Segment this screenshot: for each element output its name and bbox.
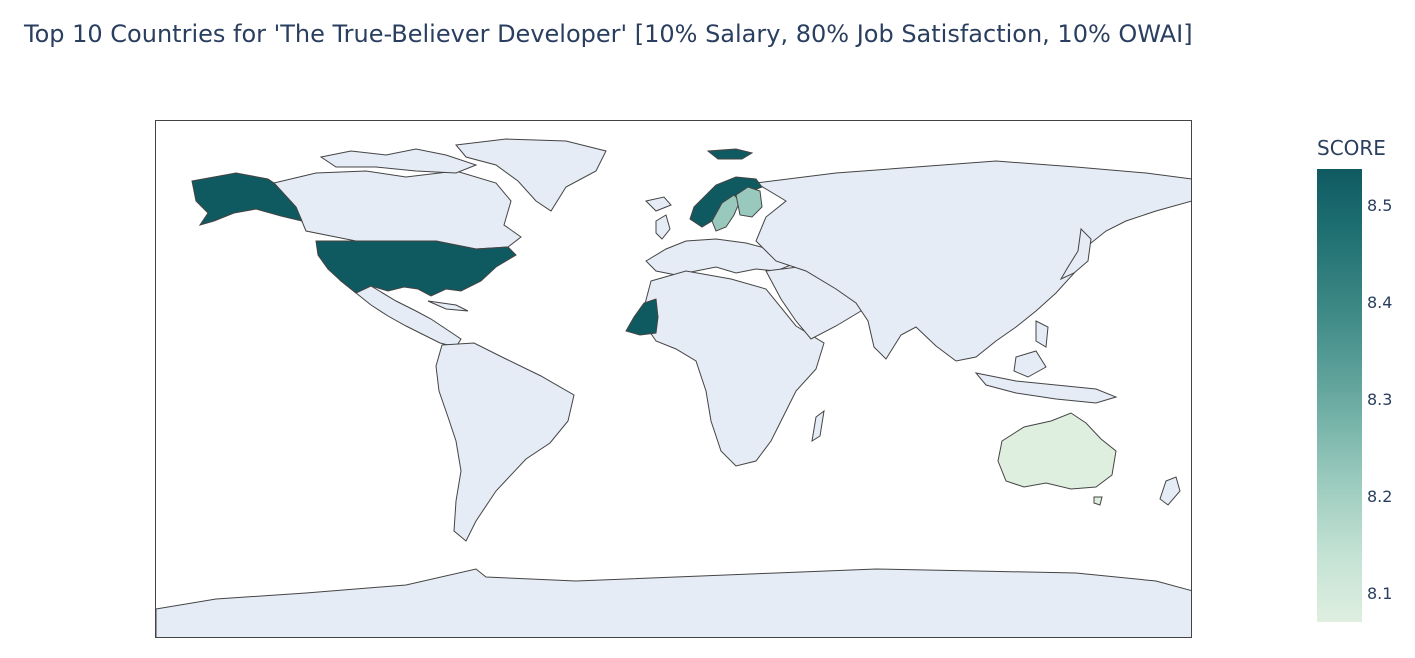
borneo xyxy=(1013,350,1047,378)
colorbar-tick: 8.1 xyxy=(1367,584,1393,603)
colorbar-tick: 8.3 xyxy=(1367,390,1393,409)
greenland xyxy=(455,138,607,212)
world-map[interactable] xyxy=(156,121,1192,638)
antarctica xyxy=(156,568,1191,637)
mauritania xyxy=(625,298,659,336)
uk xyxy=(655,214,671,240)
cuba xyxy=(427,300,469,312)
finland xyxy=(735,186,763,218)
iceland xyxy=(645,196,672,212)
alaska xyxy=(191,172,303,226)
colorbar-tick: 8.4 xyxy=(1367,293,1393,312)
indonesia xyxy=(974,372,1118,404)
south-america xyxy=(435,342,575,542)
africa xyxy=(640,270,825,467)
japan xyxy=(1059,227,1092,281)
philippines xyxy=(1035,320,1049,348)
svalbard xyxy=(706,148,754,160)
map-frame[interactable] xyxy=(155,120,1192,638)
colorbar xyxy=(1317,169,1362,622)
new-zealand xyxy=(1159,476,1181,506)
tasmania xyxy=(1093,496,1103,506)
asia xyxy=(754,160,1191,362)
arctic-islands xyxy=(319,148,478,174)
sweden xyxy=(711,194,741,232)
united-states xyxy=(315,240,517,297)
colorbar-tick: 8.2 xyxy=(1367,487,1393,506)
madagascar xyxy=(811,409,825,443)
colorbar-tick: 8.5 xyxy=(1367,196,1393,215)
australia xyxy=(997,412,1117,490)
chart-title: Top 10 Countries for 'The True-Believer … xyxy=(24,20,1193,48)
canada xyxy=(273,170,522,250)
colorbar-title: SCORE xyxy=(1317,136,1386,160)
